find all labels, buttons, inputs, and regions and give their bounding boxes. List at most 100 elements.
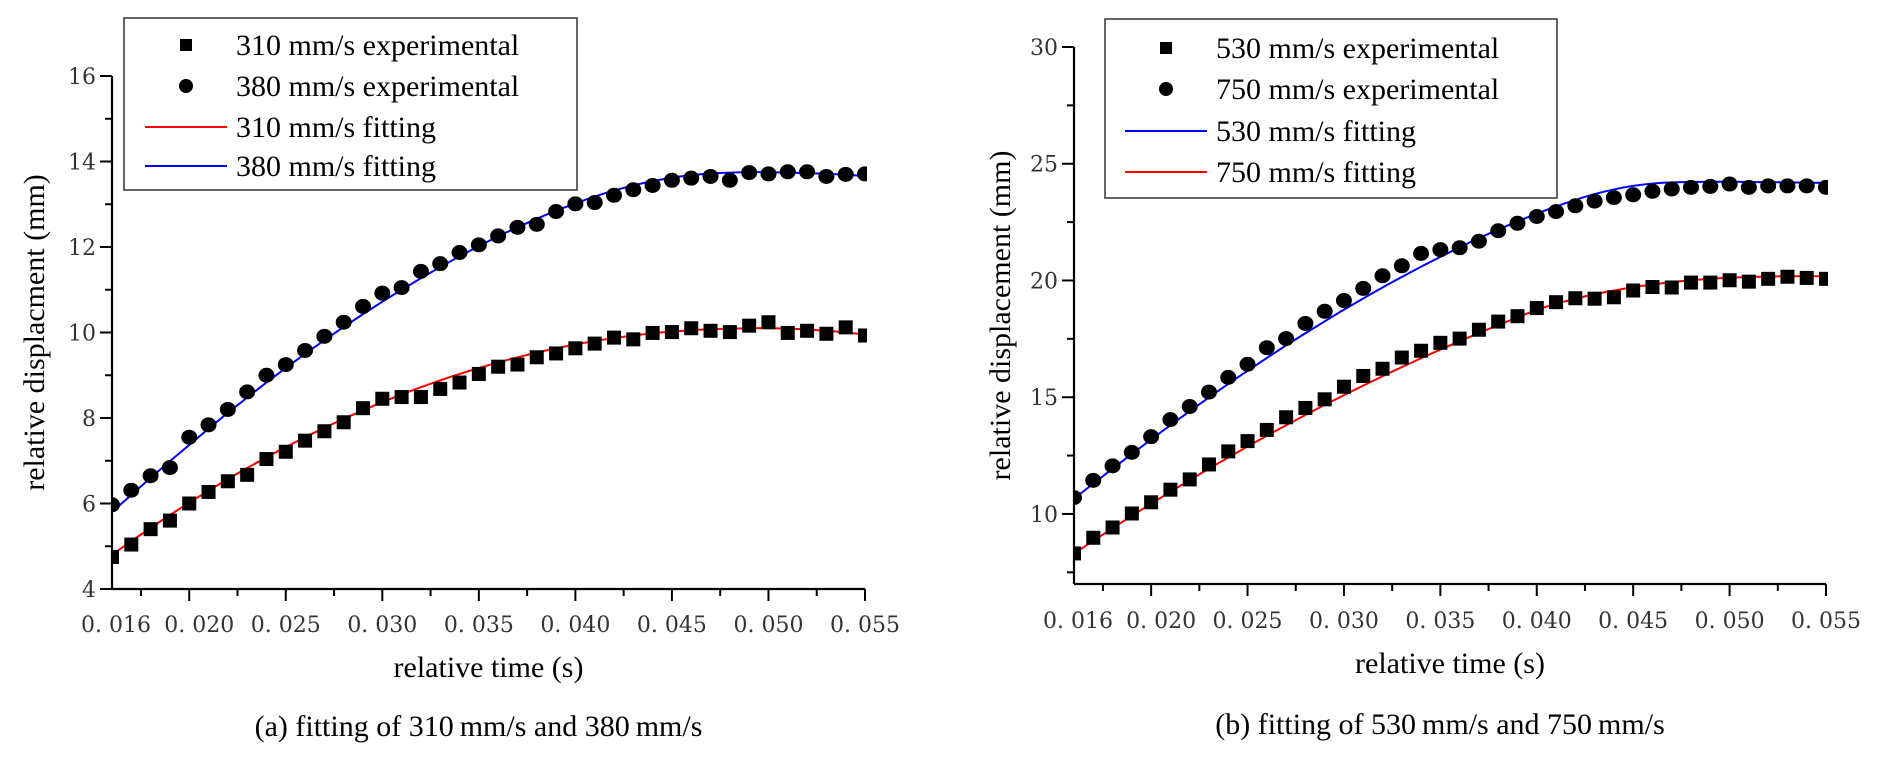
- data-point-circle: [1162, 412, 1179, 428]
- data-point-circle: [316, 328, 333, 344]
- x-axis-label: relative time (s): [394, 651, 584, 684]
- data-point-square: [1298, 400, 1313, 415]
- y-tick-label: 6: [82, 493, 96, 518]
- y-tick-label: 14: [68, 151, 96, 176]
- data-point-square: [1741, 274, 1756, 289]
- data-point-circle: [1721, 176, 1738, 192]
- data-point-square: [1259, 422, 1274, 437]
- data-point-circle: [741, 165, 758, 181]
- data-point-circle: [1490, 223, 1507, 239]
- series-380: [112, 164, 867, 513]
- data-point-square: [1124, 506, 1139, 521]
- data-point-square: [112, 549, 119, 564]
- data-point-circle: [432, 256, 449, 272]
- data-point-circle: [1374, 268, 1391, 284]
- data-point-circle: [1644, 183, 1661, 199]
- data-point-circle: [1335, 293, 1352, 309]
- y-tick-label: 25: [1030, 153, 1058, 178]
- data-point-square: [356, 401, 370, 416]
- data-point-square: [549, 346, 564, 361]
- data-point-circle: [239, 384, 256, 400]
- data-point-circle: [1586, 193, 1603, 209]
- data-point-circle: [567, 196, 584, 212]
- data-point-square: [800, 323, 815, 338]
- data-point-square: [298, 433, 313, 448]
- data-point-circle: [683, 170, 700, 186]
- fit-curve-530: [1074, 180, 1827, 500]
- data-point-circle: [1760, 178, 1777, 194]
- data-point-square: [858, 328, 867, 343]
- data-point-square: [780, 325, 795, 340]
- data-point-circle: [393, 280, 410, 296]
- data-point-square: [1279, 410, 1294, 425]
- data-point-circle: [1740, 179, 1757, 195]
- figure-caption: (a) fitting of 310 mm/s and 380 mm/s: [255, 710, 703, 743]
- data-point-circle: [335, 314, 352, 330]
- x-tick-label: 0. 035: [1405, 609, 1475, 634]
- data-point-square: [1703, 275, 1718, 290]
- data-point-square: [1221, 444, 1236, 459]
- data-point-square: [1684, 275, 1699, 290]
- data-point-circle: [625, 182, 642, 198]
- fit-curve-750: [1074, 275, 1826, 555]
- data-point-circle: [1451, 240, 1468, 256]
- chart-panel-a: 0. 016 0. 020 0. 025 0. 030 0. 035 0. 040 0. 0…: [18, 17, 900, 743]
- data-point-square: [240, 467, 255, 482]
- data-point-square: [1491, 314, 1506, 329]
- data-point-circle: [799, 164, 816, 180]
- y-tick-label: 10: [1030, 503, 1058, 528]
- data-point-circle: [509, 219, 526, 235]
- data-point-square: [182, 496, 197, 511]
- data-point-circle: [1470, 233, 1487, 249]
- legend-label: 750 mm/s fitting: [1216, 156, 1416, 189]
- y-tick-label: 12: [68, 236, 96, 261]
- series-750: [1074, 176, 1828, 506]
- data-point-square: [375, 391, 390, 406]
- x-tick-label: 0. 020: [164, 613, 234, 638]
- data-point-circle: [1074, 490, 1082, 506]
- y-axis-label: relative displacment (mm): [18, 174, 51, 491]
- data-point-square: [124, 537, 139, 552]
- data-point-circle: [1123, 444, 1140, 460]
- fit-curve-310: [112, 327, 866, 556]
- data-point-circle: [1605, 190, 1622, 206]
- data-point-circle: [412, 263, 429, 279]
- data-point-circle: [721, 172, 738, 188]
- data-point-square: [838, 320, 853, 335]
- data-point-circle: [112, 497, 120, 513]
- data-point-square: [510, 357, 525, 372]
- data-point-square: [1240, 434, 1255, 449]
- data-point-circle: [760, 166, 777, 182]
- data-point-square: [664, 325, 679, 340]
- data-point-circle: [702, 168, 719, 184]
- y-tick-label: 30: [1030, 36, 1058, 61]
- x-tick-label: 0. 016: [1043, 609, 1113, 634]
- data-point-circle: [1625, 187, 1642, 203]
- data-point-square: [1819, 271, 1828, 286]
- legend-square-icon: [1160, 42, 1172, 54]
- data-point-square: [394, 390, 409, 405]
- series-530: [1074, 269, 1828, 561]
- data-point-square: [1201, 457, 1216, 472]
- data-point-square: [1606, 290, 1621, 305]
- data-point-square: [607, 330, 621, 345]
- data-point-square: [201, 484, 216, 499]
- data-point-square: [1375, 361, 1390, 376]
- data-point-circle: [1393, 258, 1410, 274]
- data-point-circle: [1200, 384, 1217, 400]
- data-point-square: [259, 452, 274, 467]
- data-point-square: [568, 341, 583, 356]
- data-point-square: [587, 336, 602, 351]
- data-point-circle: [857, 166, 867, 182]
- legend: 310 mm/s experimental 380 mm/s experiment…: [123, 17, 578, 191]
- legend-label: 530 mm/s fitting: [1216, 115, 1416, 148]
- data-point-square: [452, 375, 467, 390]
- data-point-square: [413, 390, 428, 405]
- x-tick-label: 0. 045: [1598, 609, 1668, 634]
- data-point-square: [1086, 530, 1101, 545]
- data-point-circle: [1297, 315, 1314, 331]
- data-point-square: [433, 381, 448, 396]
- data-point-circle: [1779, 178, 1796, 194]
- x-tick-label: 0. 020: [1126, 609, 1196, 634]
- data-point-square: [1568, 291, 1583, 306]
